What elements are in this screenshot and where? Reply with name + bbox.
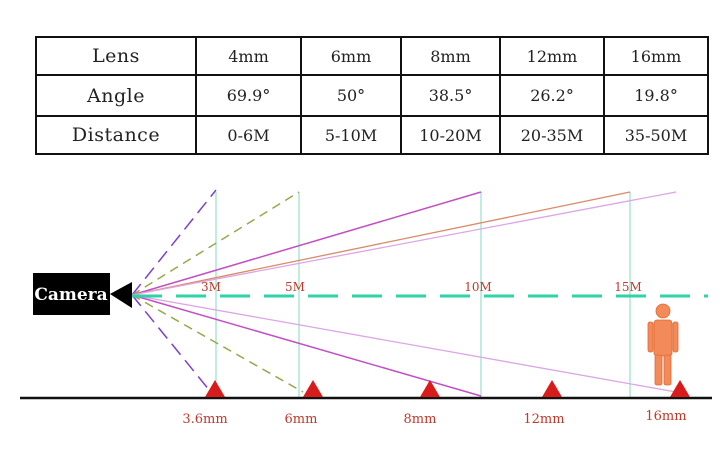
lens-label-6mm: 6mm (285, 412, 318, 427)
lens-label-3-6mm: 3.6mm (182, 412, 227, 427)
distance-label-5m: 5M (285, 280, 305, 294)
distance-label-15m: 15M (614, 280, 642, 294)
lens-spec-table: Lens 4mm 6mm 8mm 12mm 16mm Angle 69.9° 5… (35, 36, 709, 155)
fov-line-8mm-lower (131, 294, 482, 397)
distance-label-10m: 10M (464, 280, 492, 294)
cell-lens-4mm: 4mm (195, 36, 302, 76)
cell-angle-6mm: 50° (300, 74, 402, 117)
fov-line-6mm-lower (131, 294, 304, 393)
lens-label-8mm: 8mm (404, 412, 437, 427)
table-row-lens: Lens 4mm 6mm 8mm 12mm 16mm (35, 36, 709, 76)
cell-angle-8mm: 38.5° (400, 74, 501, 117)
warning-triangle-icon (420, 380, 440, 397)
row-header-lens: Lens (35, 36, 197, 76)
cell-distance-16mm: 35-50M (603, 115, 709, 155)
fov-line-16mm-lower (131, 294, 677, 393)
cell-lens-8mm: 8mm (400, 36, 501, 76)
camera-box (33, 273, 110, 315)
lens-label-12mm: 12mm (523, 412, 564, 427)
cell-distance-8mm: 10-20M (400, 115, 501, 155)
cell-distance-12mm: 20-35M (499, 115, 605, 155)
cell-lens-16mm: 16mm (603, 36, 709, 76)
fov-line-12mm-upper (131, 191, 631, 296)
lens-label-16mm: 16mm (645, 409, 686, 424)
cell-lens-6mm: 6mm (300, 36, 402, 76)
row-header-angle: Angle (35, 74, 197, 117)
table-row-angle: Angle 69.9° 50° 38.5° 26.2° 19.8° (35, 74, 709, 117)
camera-arrow-icon (110, 282, 132, 308)
cell-lens-12mm: 12mm (499, 36, 605, 76)
cell-angle-16mm: 19.8° (603, 74, 709, 117)
warning-triangle-icon (542, 380, 562, 397)
table-row-distance: Distance 0-6M 5-10M 10-20M 20-35M 35-50M (35, 115, 709, 155)
cell-angle-4mm: 69.9° (195, 74, 302, 117)
person-icon (647, 303, 679, 386)
row-header-distance: Distance (35, 115, 197, 155)
warning-triangle-icon (670, 380, 690, 397)
warning-triangle-icon (205, 380, 225, 397)
cell-angle-12mm: 26.2° (499, 74, 605, 117)
distance-label-3m: 3M (201, 280, 221, 294)
cell-distance-6mm: 5-10M (300, 115, 402, 155)
fov-line-16mm-upper (131, 191, 677, 296)
camera-label: Camera (34, 285, 107, 305)
fov-line-3-6mm-upper (131, 189, 217, 296)
fov-line-8mm-upper (131, 191, 482, 296)
warning-triangle-icon (303, 380, 323, 397)
fov-line-3-6mm-lower (131, 294, 215, 397)
cell-distance-4mm: 0-6M (195, 115, 302, 155)
fov-line-6mm-upper (131, 191, 300, 296)
